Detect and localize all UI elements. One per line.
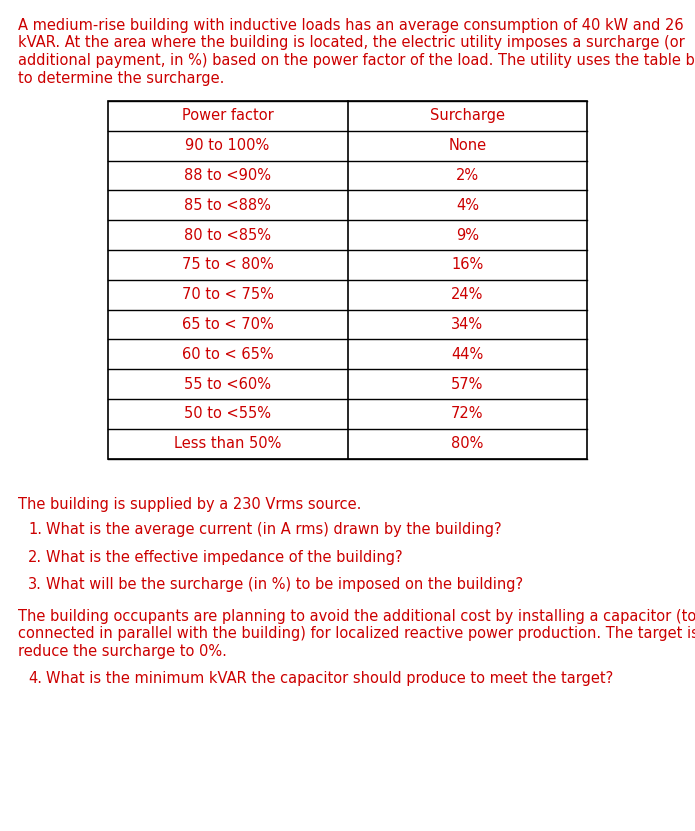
Text: None: None [448,138,486,153]
Text: 2%: 2% [456,168,479,183]
Text: 60 to < 65%: 60 to < 65% [182,347,273,361]
Text: 57%: 57% [451,376,484,391]
Text: 72%: 72% [451,406,484,421]
Text: What will be the surcharge (in %) to be imposed on the building?: What will be the surcharge (in %) to be … [46,577,523,593]
Text: What is the effective impedance of the building?: What is the effective impedance of the b… [46,549,402,564]
Text: 80%: 80% [451,436,484,451]
Text: 16%: 16% [451,258,484,273]
Text: What is the minimum kVAR the capacitor should produce to meet the target?: What is the minimum kVAR the capacitor s… [46,671,613,686]
Text: connected in parallel with the building) for localized reactive power production: connected in parallel with the building)… [18,626,695,641]
Text: Power factor: Power factor [181,108,274,123]
Text: 3.: 3. [28,577,42,593]
Text: 1.: 1. [28,522,42,537]
Text: The building is supplied by a 230 Vrms source.: The building is supplied by a 230 Vrms s… [18,497,361,512]
Text: 34%: 34% [451,317,484,332]
Bar [108,101,587,459]
Text: The building occupants are planning to avoid the additional cost by installing a: The building occupants are planning to a… [18,608,695,623]
Text: reduce the surcharge to 0%.: reduce the surcharge to 0%. [18,643,227,659]
Text: Less than 50%: Less than 50% [174,436,281,451]
Text: 88 to <90%: 88 to <90% [184,168,271,183]
Text: additional payment, in %) based on the power factor of the load. The utility use: additional payment, in %) based on the p… [18,53,695,68]
Text: 44%: 44% [451,347,484,361]
Text: kVAR. At the area where the building is located, the electric utility imposes a : kVAR. At the area where the building is … [18,36,685,51]
Text: Surcharge: Surcharge [430,108,505,123]
Text: 70 to < 75%: 70 to < 75% [181,288,274,302]
Text: 9%: 9% [456,228,479,243]
Text: 24%: 24% [451,288,484,302]
Text: to determine the surcharge.: to determine the surcharge. [18,71,224,86]
Text: 80 to <85%: 80 to <85% [184,228,271,243]
Text: 55 to <60%: 55 to <60% [184,376,271,391]
Text: 65 to < 70%: 65 to < 70% [181,317,274,332]
Text: 4.: 4. [28,671,42,686]
Text: 2.: 2. [28,549,42,564]
Text: A medium-rise building with inductive loads has an average consumption of 40 kW : A medium-rise building with inductive lo… [18,18,684,33]
Text: 90 to 100%: 90 to 100% [186,138,270,153]
Text: What is the average current (in A rms) drawn by the building?: What is the average current (in A rms) d… [46,522,502,537]
Text: 85 to <88%: 85 to <88% [184,198,271,213]
Text: 4%: 4% [456,198,479,213]
Text: 75 to < 80%: 75 to < 80% [181,258,274,273]
Text: 50 to <55%: 50 to <55% [184,406,271,421]
